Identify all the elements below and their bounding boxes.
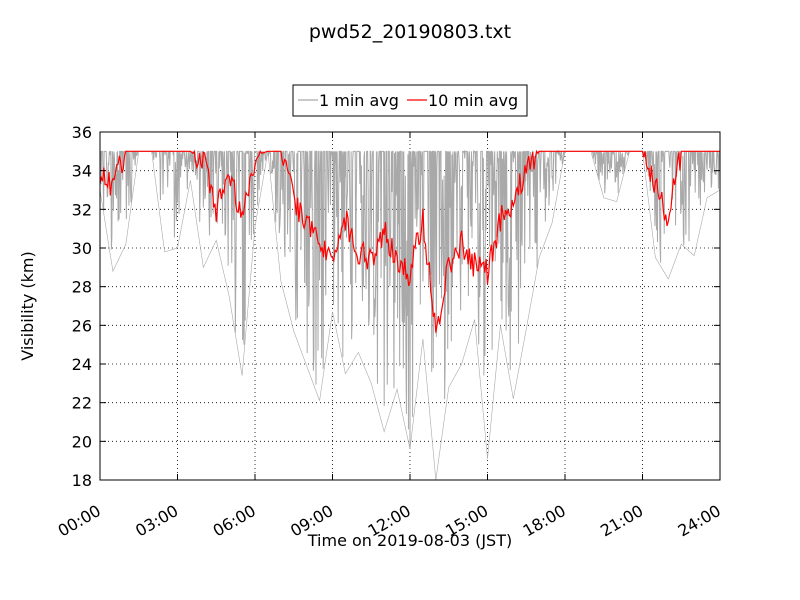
legend-label-1-min-avg: 1 min avg (319, 91, 399, 110)
legend: 1 min avg 10 min avg (292, 84, 528, 117)
y-tick-label: 22 (72, 394, 92, 413)
x-tick-label: 00:00 (55, 501, 104, 541)
x-tick-label: 24:00 (675, 501, 724, 541)
x-tick-label: 18:00 (520, 501, 569, 541)
y-tick-labels: 18 20 22 24 26 28 30 32 34 36 (72, 123, 92, 490)
y-tick-label: 20 (72, 432, 92, 451)
y-tick-label: 36 (72, 123, 92, 142)
axis-ticks (99, 131, 721, 481)
series-10-min-avg (99, 149, 720, 333)
y-tick-label: 18 (72, 471, 92, 490)
y-tick-label: 30 (72, 239, 92, 258)
series-1-min-avg (99, 149, 721, 481)
legend-label-10-min-avg: 10 min avg (428, 91, 518, 110)
chart-title: pwd52_20190803.txt (309, 21, 511, 43)
series-1-min-avg-envelope (99, 151, 721, 481)
x-axis-label: Time on 2019-08-03 (JST) (307, 531, 512, 550)
x-tick-label: 03:00 (132, 501, 181, 541)
y-axis-label: Visibility (km) (18, 251, 37, 360)
y-tick-label: 34 (72, 162, 92, 181)
y-tick-label: 28 (72, 278, 92, 297)
x-tick-label: 21:00 (597, 501, 646, 541)
y-tick-label: 24 (72, 355, 92, 374)
y-tick-label: 32 (72, 200, 92, 219)
series-1-min-avg-line (100, 149, 720, 449)
y-tick-label: 26 (72, 316, 92, 335)
series-10-min-avg-line (99, 149, 720, 333)
x-tick-label: 06:00 (210, 501, 259, 541)
